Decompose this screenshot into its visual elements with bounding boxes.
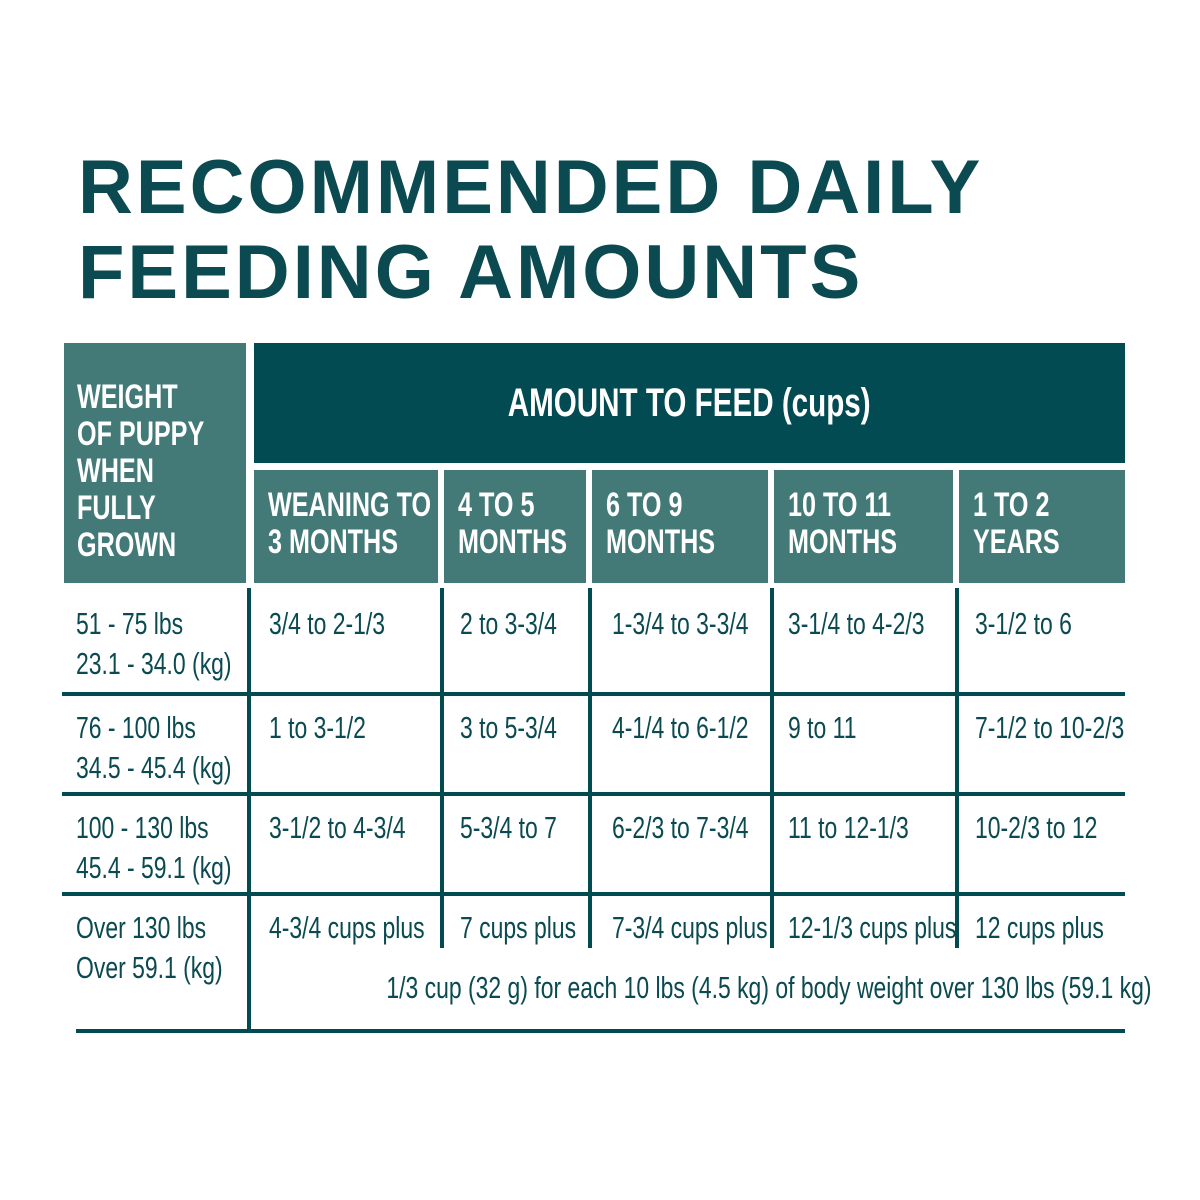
weight-line: 45.4 - 59.1 (kg) xyxy=(76,850,232,885)
amount-cell: 5-3/4 to 7 xyxy=(460,810,557,845)
amount-cell: 7-1/2 to 10-2/3 xyxy=(975,710,1125,745)
amount-cell: 11 to 12-1/3 xyxy=(788,810,909,845)
age-header: 6 TO 9 MONTHS xyxy=(592,470,768,583)
column-divider xyxy=(440,588,444,948)
age-header: 1 TO 2 YEARS xyxy=(959,470,1125,583)
weight-line: 76 - 100 lbs xyxy=(76,710,196,745)
amount-cell: 3/4 to 2-1/3 xyxy=(269,606,386,641)
age-header-line: 3 MONTHS xyxy=(268,523,399,561)
age-header-line: 1 TO 2 xyxy=(973,486,1050,524)
column-divider xyxy=(588,588,592,948)
weight-cell: Over 130 lbs Over 59.1 (kg) xyxy=(76,908,223,988)
age-header-text: 6 TO 9 MONTHS xyxy=(606,487,715,561)
amount-cell: 6-2/3 to 7-3/4 xyxy=(612,810,749,845)
amount-cell: 3-1/2 to 4-3/4 xyxy=(269,810,406,845)
age-header-line: 4 TO 5 xyxy=(458,486,535,524)
age-header-line: MONTHS xyxy=(606,523,716,561)
row-divider xyxy=(62,692,1125,696)
amount-cell: 2 to 3-3/4 xyxy=(460,606,557,641)
age-header: 4 TO 5 MONTHS xyxy=(444,470,586,583)
age-header-line: YEARS xyxy=(973,523,1060,561)
table-bottom-rule xyxy=(76,1029,1125,1033)
page-title-line1: RECOMMENDED DAILY xyxy=(78,145,984,230)
weight-cell: 51 - 75 lbs 23.1 - 34.0 (kg) xyxy=(76,604,232,684)
amount-cell: 7-3/4 cups plus xyxy=(612,910,768,945)
amount-cell: 3-1/2 to 6 xyxy=(975,606,1072,641)
amount-cell: 9 to 11 xyxy=(788,710,857,745)
weight-header-text: WEIGHT OF PUPPY WHEN FULLY GROWN xyxy=(77,379,204,564)
weight-line: Over 130 lbs xyxy=(76,910,207,945)
amount-cell: 1 to 3-1/2 xyxy=(269,710,366,745)
age-header-line: MONTHS xyxy=(458,523,568,561)
amount-cell: 10-2/3 to 12 xyxy=(975,810,1098,845)
amount-cell: 3 to 5-3/4 xyxy=(460,710,557,745)
weight-line: 23.1 - 34.0 (kg) xyxy=(76,646,232,681)
column-divider xyxy=(770,588,774,948)
weight-header: WEIGHT OF PUPPY WHEN FULLY GROWN xyxy=(64,343,246,583)
weight-header-line: WHEN xyxy=(77,452,154,490)
age-header-line: MONTHS xyxy=(788,523,898,561)
weight-line: 100 - 130 lbs xyxy=(76,810,209,845)
footnote: 1/3 cup (32 g) for each 10 lbs (4.5 kg) … xyxy=(252,970,1152,1006)
age-header-text: 1 TO 2 YEARS xyxy=(973,487,1060,561)
weight-header-line: OF PUPPY xyxy=(77,415,205,453)
column-divider xyxy=(247,588,251,1032)
age-header-text: WEANING TO 3 MONTHS xyxy=(268,487,431,561)
age-header-line: WEANING TO xyxy=(268,486,432,524)
amount-header: AMOUNT TO FEED (cups) xyxy=(254,343,1125,463)
age-header-text: 4 TO 5 MONTHS xyxy=(458,487,567,561)
page-title-line2: FEEDING AMOUNTS xyxy=(78,230,864,315)
weight-header-line: GROWN xyxy=(77,526,177,564)
amount-cell: 1-3/4 to 3-3/4 xyxy=(612,606,749,641)
age-header: WEANING TO 3 MONTHS xyxy=(254,470,438,583)
weight-header-line: FULLY xyxy=(77,489,156,527)
amount-cell: 3-1/4 to 4-2/3 xyxy=(788,606,925,641)
age-header-text: 10 TO 11 MONTHS xyxy=(788,487,897,561)
amount-header-label: AMOUNT TO FEED (cups) xyxy=(508,381,871,425)
weight-line: 34.5 - 45.4 (kg) xyxy=(76,750,232,785)
column-divider xyxy=(955,588,959,948)
weight-header-line: WEIGHT xyxy=(77,378,178,416)
amount-cell: 7 cups plus xyxy=(460,910,577,945)
footnote-text: 1/3 cup (32 g) for each 10 lbs (4.5 kg) … xyxy=(386,970,1152,1005)
amount-cell: 12-1/3 cups plus xyxy=(788,910,957,945)
amount-cell: 12 cups plus xyxy=(975,910,1104,945)
weight-line: Over 59.1 (kg) xyxy=(76,950,223,985)
age-header: 10 TO 11 MONTHS xyxy=(774,470,953,583)
weight-cell: 76 - 100 lbs 34.5 - 45.4 (kg) xyxy=(76,708,232,788)
age-header-line: 10 TO 11 xyxy=(788,486,892,524)
row-divider xyxy=(62,792,1125,796)
row-divider xyxy=(62,892,1125,896)
amount-cell: 4-3/4 cups plus xyxy=(269,910,425,945)
weight-line: 51 - 75 lbs xyxy=(76,606,184,641)
amount-cell: 4-1/4 to 6-1/2 xyxy=(612,710,749,745)
age-header-line: 6 TO 9 xyxy=(606,486,683,524)
weight-cell: 100 - 130 lbs 45.4 - 59.1 (kg) xyxy=(76,808,232,888)
